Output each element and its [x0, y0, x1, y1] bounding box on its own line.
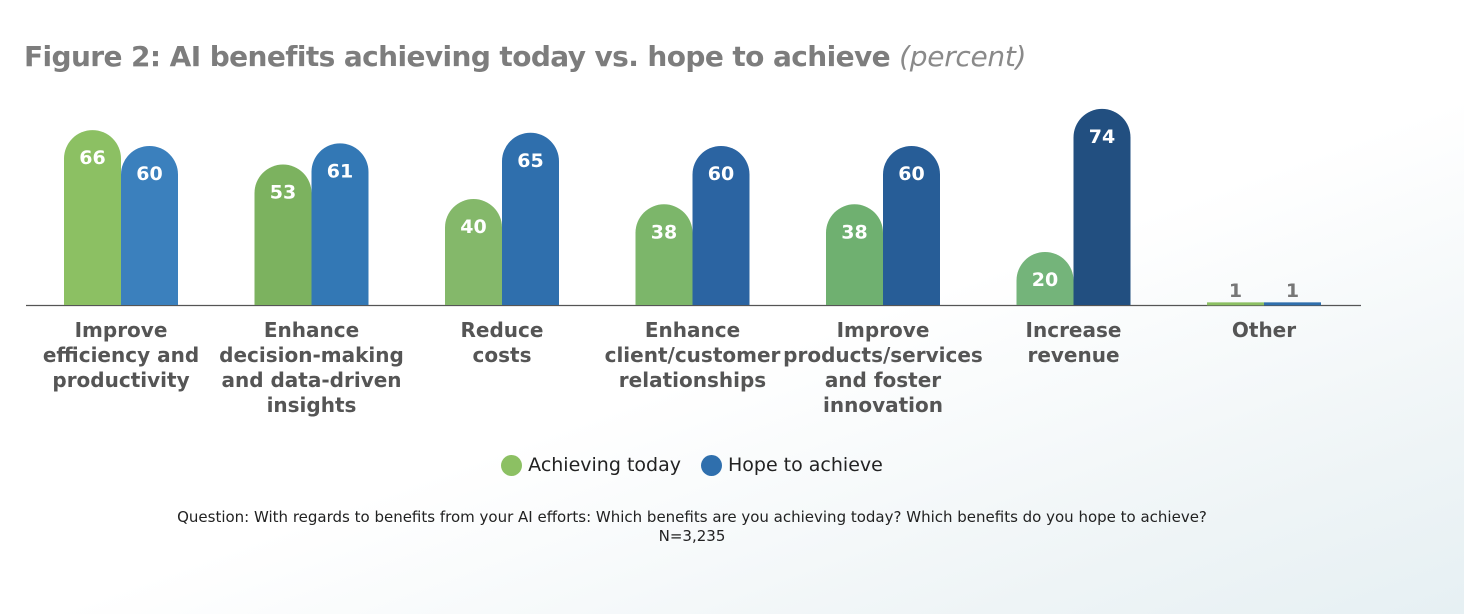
data-label-hope-6: 1 — [1286, 280, 1299, 302]
bar-hope-5 — [1073, 108, 1131, 305]
bar-hope-2 — [502, 132, 559, 305]
bar-hope-3 — [692, 146, 750, 305]
question-text: Question: With regards to benefits from … — [177, 508, 1207, 526]
data-label-hope-1: 61 — [327, 160, 353, 182]
bar-hope-4 — [883, 146, 940, 305]
category-label-3: Enhance client/customer relationships — [605, 318, 781, 392]
data-label-achieving-2: 40 — [460, 216, 486, 238]
legend-label-achieving: Achieving today — [528, 454, 681, 476]
bar-hope-6 — [1264, 302, 1321, 306]
data-label-achieving-4: 38 — [841, 221, 867, 243]
bar-hope-0 — [121, 146, 178, 305]
legend-item-hope: Hope to achieve — [700, 454, 883, 476]
data-label-achieving-6: 1 — [1229, 280, 1242, 302]
category-label-2: Reduce costs — [461, 318, 544, 367]
bar-achieving-2 — [445, 199, 502, 305]
bar-achieving-0 — [64, 130, 121, 305]
bar-achieving-3 — [635, 204, 693, 305]
data-label-hope-5: 74 — [1089, 126, 1115, 148]
bar-chart: 66 60 Improve efficiency and productivity 53 6… — [26, 108, 1361, 417]
chart-title-text: Figure 2: AI benefits achieving today vs… — [24, 40, 891, 73]
chart-legend: Achieving today Hope to achieve — [0, 454, 1384, 476]
data-label-hope-3: 60 — [708, 163, 734, 185]
category-label-4: Improve products/services and foster innova… — [783, 318, 983, 417]
category-label-1: Enhance decision-making and data-driven ins… — [219, 318, 404, 417]
chart-title-unit: (percent) — [899, 40, 1027, 73]
chart-title: Figure 2: AI benefits achieving today vs… — [24, 40, 1026, 73]
data-label-achieving-0: 66 — [79, 147, 105, 169]
category-label-5: Increase revenue — [1026, 318, 1122, 367]
chart-footnote: Question: With regards to benefits from … — [0, 508, 1384, 546]
legend-item-achieving: Achieving today — [501, 454, 681, 476]
category-label-0: Improve efficiency and productivity — [43, 318, 199, 392]
bar-achieving-5 — [1016, 251, 1074, 305]
data-label-hope-2: 65 — [517, 150, 543, 172]
legend-swatch-hope — [700, 454, 722, 476]
bar-achieving-1 — [254, 164, 312, 305]
bar-hope-1 — [311, 143, 369, 305]
data-label-achieving-1: 53 — [270, 182, 296, 204]
sample-size: N=3,235 — [658, 527, 726, 545]
bar-achieving-6 — [1207, 302, 1264, 306]
legend-swatch-achieving — [501, 454, 523, 476]
bar-achieving-4 — [826, 204, 883, 305]
data-label-achieving-5: 20 — [1032, 269, 1058, 291]
data-label-hope-4: 60 — [898, 163, 924, 185]
data-label-hope-0: 60 — [136, 163, 162, 185]
data-label-achieving-3: 38 — [651, 221, 677, 243]
category-label-6: Other — [1232, 318, 1296, 342]
legend-label-hope: Hope to achieve — [727, 454, 883, 476]
